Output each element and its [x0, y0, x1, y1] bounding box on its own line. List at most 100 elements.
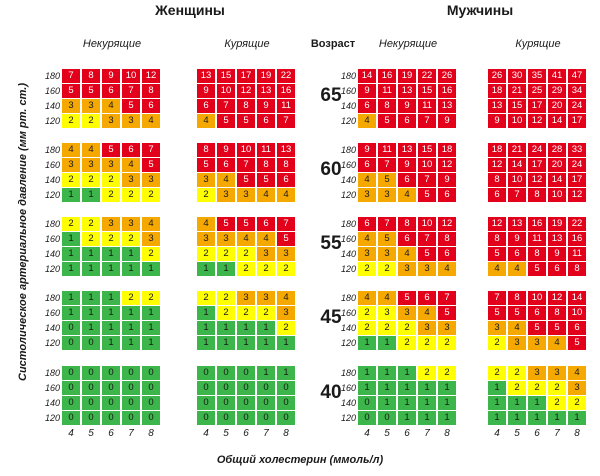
cell-55-women_smoking-180-6: 5 — [237, 217, 255, 231]
cell-45-men_smoking-120-4: 2 — [488, 336, 506, 350]
cell-45-women_smoking-160-7: 2 — [257, 306, 275, 320]
cell-40-men_smoking-160-8: 3 — [568, 381, 586, 395]
cell-55-women_smoking-120-5: 1 — [217, 262, 235, 276]
cell-65-women_smoking-180-8: 22 — [277, 69, 295, 83]
cell-65-men_nonsmoking-180-8: 26 — [438, 69, 456, 83]
cell-55-women_nonsmoking-120-6: 1 — [102, 262, 120, 276]
cell-60-men_nonsmoking-180-8: 18 — [438, 143, 456, 157]
cholesterol-tick-women_nonsmoking-7: 7 — [128, 428, 134, 439]
age-header: Возраст — [310, 38, 356, 50]
cholesterol-tick-men_nonsmoking-8: 8 — [444, 428, 450, 439]
cell-60-men_smoking-120-8: 12 — [568, 188, 586, 202]
cell-45-women_smoking-140-4: 1 — [197, 321, 215, 335]
cell-45-men_nonsmoking-140-4: 2 — [358, 321, 376, 335]
cell-60-women_smoking-180-6: 10 — [237, 143, 255, 157]
cell-60-women_nonsmoking-180-8: 7 — [142, 143, 160, 157]
cell-60-men_nonsmoking-120-5: 3 — [378, 188, 396, 202]
cell-60-men_smoking-160-4: 12 — [488, 158, 506, 172]
cell-65-women_smoking-140-8: 11 — [277, 99, 295, 113]
cell-60-women_nonsmoking-140-4: 2 — [62, 173, 80, 187]
cell-40-men_smoking-140-7: 2 — [548, 396, 566, 410]
cholesterol-tick-women_nonsmoking-5: 5 — [88, 428, 94, 439]
cell-55-men_nonsmoking-140-6: 4 — [398, 247, 416, 261]
cell-55-men_smoking-120-5: 4 — [508, 262, 526, 276]
cell-45-men_smoking-180-8: 14 — [568, 291, 586, 305]
cell-45-men_smoking-160-4: 5 — [488, 306, 506, 320]
cell-45-women_smoking-120-7: 1 — [257, 336, 275, 350]
cell-45-women_smoking-180-7: 3 — [257, 291, 275, 305]
cell-40-women_nonsmoking-160-5: 0 — [82, 381, 100, 395]
cell-55-women_nonsmoking-180-4: 2 — [62, 217, 80, 231]
cell-65-women_smoking-180-4: 13 — [197, 69, 215, 83]
cell-40-men_smoking-120-7: 1 — [548, 411, 566, 425]
cell-45-men_smoking-180-5: 8 — [508, 291, 526, 305]
cell-65-men_nonsmoking-140-6: 9 — [398, 99, 416, 113]
men-smoking-header: Курящие — [515, 38, 561, 50]
cell-60-women_nonsmoking-180-5: 4 — [82, 143, 100, 157]
cell-55-women_smoking-180-5: 5 — [217, 217, 235, 231]
cell-55-women_nonsmoking-140-6: 1 — [102, 247, 120, 261]
cell-40-women_smoking-180-7: 1 — [257, 366, 275, 380]
cell-55-women_smoking-140-8: 3 — [277, 247, 295, 261]
cell-55-men_nonsmoking-120-8: 4 — [438, 262, 456, 276]
cell-60-men_smoking-180-6: 24 — [528, 143, 546, 157]
pressure-tick-65-women-120: 120 — [44, 116, 60, 126]
cell-45-men_nonsmoking-180-6: 5 — [398, 291, 416, 305]
cell-40-men_smoking-160-7: 2 — [548, 381, 566, 395]
cholesterol-tick-women_smoking-7: 7 — [263, 428, 269, 439]
cell-65-men_nonsmoking-140-5: 8 — [378, 99, 396, 113]
cell-45-women_nonsmoking-120-8: 1 — [142, 336, 160, 350]
cell-55-women_smoking-140-6: 2 — [237, 247, 255, 261]
pressure-tick-45-men-140: 140 — [340, 323, 356, 333]
cell-55-women_smoking-160-7: 4 — [257, 232, 275, 246]
cell-45-men_smoking-120-8: 5 — [568, 336, 586, 350]
cell-45-women_nonsmoking-180-7: 2 — [122, 291, 140, 305]
cell-65-women_smoking-180-5: 15 — [217, 69, 235, 83]
cell-45-men_smoking-140-7: 5 — [548, 321, 566, 335]
cell-45-women_nonsmoking-140-8: 1 — [142, 321, 160, 335]
cell-60-women_smoking-140-7: 5 — [257, 173, 275, 187]
cell-40-men_smoking-180-6: 3 — [528, 366, 546, 380]
cell-55-men_smoking-180-7: 19 — [548, 217, 566, 231]
pressure-tick-40-men-140: 140 — [340, 398, 356, 408]
cell-60-men_nonsmoking-140-8: 9 — [438, 173, 456, 187]
men-header: Мужчины — [446, 2, 514, 18]
cell-60-men_nonsmoking-120-8: 6 — [438, 188, 456, 202]
cell-65-men_nonsmoking-120-4: 4 — [358, 114, 376, 128]
cell-55-women_smoking-120-7: 2 — [257, 262, 275, 276]
cell-40-men_nonsmoking-140-7: 1 — [418, 396, 436, 410]
cell-40-women_nonsmoking-160-7: 0 — [122, 381, 140, 395]
cell-65-men_smoking-140-8: 24 — [568, 99, 586, 113]
cell-65-women_nonsmoking-140-8: 6 — [142, 99, 160, 113]
cell-65-men_smoking-120-5: 10 — [508, 114, 526, 128]
pressure-tick-60-men-140: 140 — [340, 175, 356, 185]
cell-55-women_nonsmoking-160-5: 2 — [82, 232, 100, 246]
pressure-tick-55-men-140: 140 — [340, 249, 356, 259]
cell-45-men_smoking-140-6: 5 — [528, 321, 546, 335]
cell-60-men_smoking-120-4: 6 — [488, 188, 506, 202]
cell-45-men_smoking-180-6: 10 — [528, 291, 546, 305]
cell-40-women_smoking-160-4: 0 — [197, 381, 215, 395]
cell-40-women_nonsmoking-140-7: 0 — [122, 396, 140, 410]
cell-40-men_nonsmoking-160-6: 1 — [398, 381, 416, 395]
cell-65-women_nonsmoking-160-4: 5 — [62, 84, 80, 98]
cell-40-women_nonsmoking-180-6: 0 — [102, 366, 120, 380]
pressure-tick-45-women-120: 120 — [44, 338, 60, 348]
cell-40-men_smoking-120-8: 1 — [568, 411, 586, 425]
cell-45-men_nonsmoking-160-6: 3 — [398, 306, 416, 320]
cell-65-men_nonsmoking-160-8: 16 — [438, 84, 456, 98]
cell-65-men_smoking-180-4: 26 — [488, 69, 506, 83]
cell-60-men_nonsmoking-160-6: 9 — [398, 158, 416, 172]
cell-40-women_smoking-120-8: 0 — [277, 411, 295, 425]
cell-45-men_smoking-180-4: 7 — [488, 291, 506, 305]
cell-60-men_nonsmoking-160-8: 12 — [438, 158, 456, 172]
cholesterol-tick-men_smoking-5: 5 — [514, 428, 520, 439]
pressure-tick-65-women-160: 160 — [44, 86, 60, 96]
cell-55-women_nonsmoking-160-6: 2 — [102, 232, 120, 246]
cell-65-women_smoking-120-4: 4 — [197, 114, 215, 128]
cell-40-women_nonsmoking-180-8: 0 — [142, 366, 160, 380]
cell-60-women_smoking-160-4: 5 — [197, 158, 215, 172]
cell-60-women_nonsmoking-120-8: 2 — [142, 188, 160, 202]
cell-55-women_smoking-160-5: 3 — [217, 232, 235, 246]
cell-65-women_nonsmoking-180-8: 12 — [142, 69, 160, 83]
